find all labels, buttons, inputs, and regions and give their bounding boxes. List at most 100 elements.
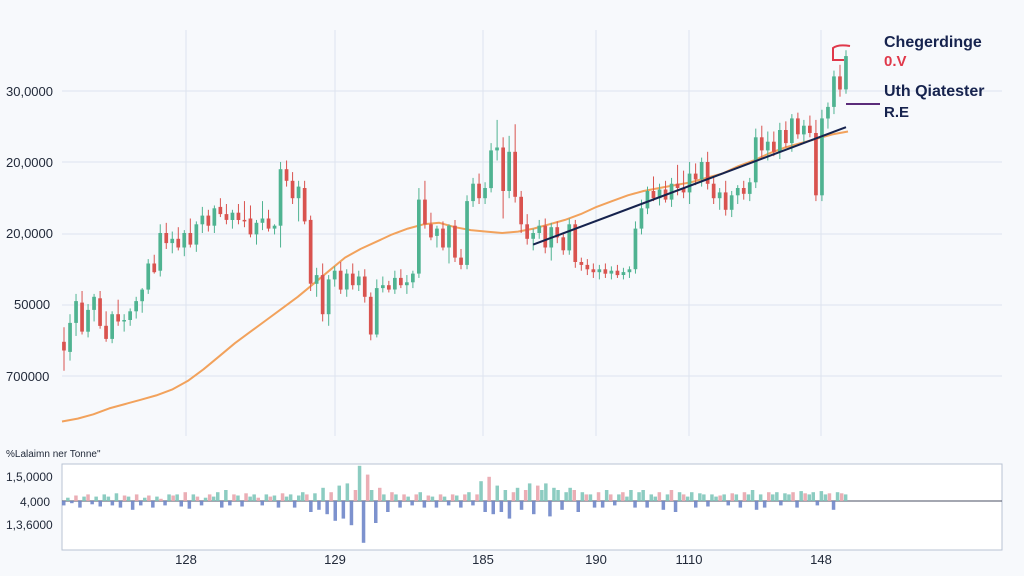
candle-body <box>778 130 782 152</box>
candle-body <box>796 118 800 135</box>
candle-body <box>747 182 752 194</box>
candle-up <box>381 276 385 293</box>
candle-body <box>844 56 848 90</box>
candle-down <box>453 219 457 262</box>
candle-down <box>741 180 746 200</box>
candle-up <box>92 293 96 322</box>
x-tick-label: 148 <box>810 552 832 567</box>
candle-body <box>543 225 548 248</box>
candle-body <box>573 224 578 262</box>
candle-up <box>194 221 199 252</box>
volume-bar <box>548 501 552 517</box>
candle-up <box>212 205 217 233</box>
volume-bar <box>86 494 90 501</box>
candle-body <box>483 188 487 199</box>
volume-bar <box>572 490 576 501</box>
candle-body <box>206 215 211 226</box>
volume-bar <box>775 492 779 501</box>
candle-up <box>74 293 78 336</box>
volume-bar <box>495 485 499 501</box>
candle-down <box>477 173 481 204</box>
candle-up <box>717 188 722 210</box>
candle-body <box>218 206 223 215</box>
volume-bar <box>556 490 560 501</box>
volume-bar <box>471 501 475 506</box>
candle-down <box>784 121 788 148</box>
volume-bar <box>78 501 82 508</box>
volume-bar <box>159 498 163 501</box>
volume-bar <box>588 494 593 501</box>
candle-up <box>735 185 740 204</box>
volume-bar <box>62 501 66 506</box>
candle-down <box>62 327 66 371</box>
candle-body <box>393 277 397 290</box>
volume-bar <box>617 494 621 501</box>
candle-down <box>796 112 800 139</box>
volume-bar <box>369 490 374 501</box>
candle-down <box>459 248 463 270</box>
candle-body <box>92 296 96 310</box>
candle-down <box>266 209 271 232</box>
candle-body <box>302 188 307 222</box>
candle-down <box>116 299 120 326</box>
candle-down <box>350 263 355 290</box>
candle-body <box>116 314 120 322</box>
volume-bar <box>301 492 305 501</box>
candle-body <box>675 183 680 188</box>
candle-up <box>260 201 265 231</box>
candle-body <box>657 189 662 199</box>
volume-bar <box>609 494 613 501</box>
candle-body <box>374 288 379 335</box>
volume-bar <box>211 496 216 501</box>
candle-down <box>206 209 211 232</box>
candle-up <box>633 221 638 274</box>
volume-bar <box>228 501 232 506</box>
volume-bar <box>499 501 504 512</box>
x-axis: 128 129 185 190 1110 148 <box>175 552 832 567</box>
volume-bar <box>746 494 751 501</box>
candle-down <box>838 64 842 97</box>
volume-bar <box>357 465 362 501</box>
volume-bar <box>143 497 147 501</box>
candle-down <box>338 262 343 294</box>
volume-bar <box>386 501 390 512</box>
candle-down <box>176 227 181 251</box>
y-tick-label: 20,0000 <box>6 226 53 241</box>
candle-body <box>381 285 385 289</box>
volume-bar <box>799 491 803 501</box>
volume-y-axis: %Lalaimn ner Tonne" 1,5,0000 4,000 1,3,6… <box>6 449 101 532</box>
volume-bar <box>722 494 726 501</box>
candle-body <box>501 147 505 191</box>
candle-down <box>573 219 578 268</box>
volume-bar <box>288 494 293 501</box>
candle-body <box>368 296 373 335</box>
volume-bar <box>487 476 491 501</box>
y-tick-label: 50000 <box>14 297 50 312</box>
candle-up <box>296 180 301 222</box>
candle-down <box>429 212 433 241</box>
candle-body <box>693 173 698 180</box>
candle-up <box>314 267 319 297</box>
candle-body <box>122 320 126 322</box>
candle-up <box>326 275 331 326</box>
volume-bar <box>126 496 131 501</box>
candle-body <box>705 162 710 184</box>
volume-bar <box>839 493 844 501</box>
annotation-text: 0.V <box>884 53 907 70</box>
volume-bar <box>819 491 824 501</box>
volume-bar <box>633 501 637 508</box>
volume-bar <box>552 487 556 501</box>
volume-bar <box>645 501 649 508</box>
x-tick-label: 1110 <box>676 552 703 567</box>
volume-bar <box>349 501 354 526</box>
candle-body <box>212 208 217 226</box>
volume-bar <box>544 483 548 501</box>
volume-bar <box>183 492 187 501</box>
x-tick-label: 128 <box>175 552 197 567</box>
candle-up <box>110 311 114 344</box>
candle-body <box>651 191 656 199</box>
volume-bar <box>341 501 346 519</box>
annotation-pointer-red <box>832 44 851 61</box>
volume-bar <box>503 490 508 501</box>
trendline-layer <box>532 126 847 246</box>
